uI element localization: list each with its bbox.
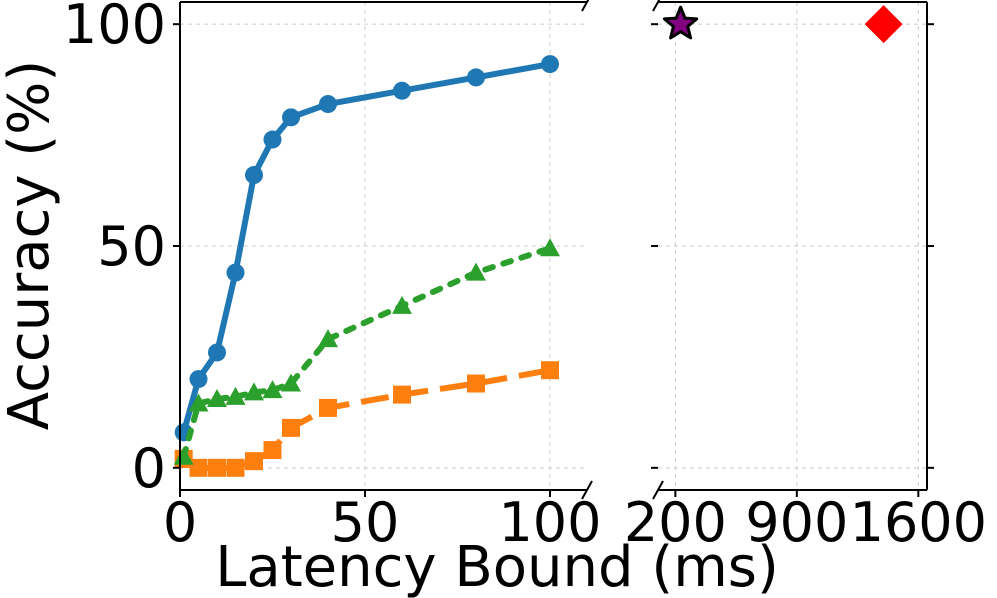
x-tick-label: 0 [163, 491, 197, 554]
y-tick-label: 0 [132, 437, 166, 500]
x-tick-label: 1600 [850, 491, 987, 554]
data-point-diamond [864, 5, 903, 44]
data-point-star [662, 5, 699, 40]
data-point-triangle [540, 238, 560, 257]
y-axis-label: Accuracy (%) [0, 60, 62, 430]
data-point-square [393, 385, 411, 404]
data-point-triangle [262, 380, 283, 399]
x-tick-label: 50 [331, 491, 400, 554]
data-point-triangle [207, 389, 227, 408]
data-point-circle [263, 130, 282, 149]
data-point-circle [393, 81, 411, 100]
axes [173, 0, 934, 500]
data-point-circle [208, 343, 226, 362]
x-tick-label: 200 [624, 491, 727, 554]
data-point-square [282, 418, 300, 437]
data-point-triangle [225, 386, 246, 405]
data-point-triangle [392, 295, 412, 314]
data-point-triangle [188, 393, 209, 412]
data-point-circle [541, 55, 559, 74]
data-point-square [263, 441, 282, 460]
y-tick-label: 50 [97, 215, 166, 278]
data-point-square [208, 458, 226, 477]
data-point-square [319, 398, 337, 417]
data-point-circle [467, 68, 485, 87]
data-point-square [541, 361, 559, 380]
y-tick-label: 100 [63, 0, 166, 56]
data-point-square [226, 458, 245, 477]
data-point-circle [319, 95, 337, 114]
data-point-circle [226, 263, 245, 282]
data-point-circle [189, 370, 208, 389]
axis-break-mark [581, 480, 593, 500]
axis-break-mark [652, 480, 664, 500]
data-point-square [467, 374, 485, 393]
series-line-square [182, 367, 551, 471]
data-point-square [245, 452, 263, 471]
data-point-triangle [466, 262, 486, 281]
tick-labels: 0 50 100 0 50 100 200 900 1600 [63, 0, 987, 554]
data-point-square [189, 458, 208, 477]
data-point-triangle [173, 446, 194, 465]
data-point-triangle [244, 382, 264, 401]
x-tick-label: 100 [498, 491, 601, 554]
axis-break-mark [652, 0, 661, 12]
data-point-triangle [281, 373, 301, 392]
data-point-triangle [318, 329, 338, 348]
series-layer [173, 5, 903, 477]
data-point-circle [282, 108, 300, 127]
x-tick-label: 900 [745, 491, 848, 554]
data-point-circle [245, 166, 263, 185]
axis-break-mark [581, 0, 590, 12]
x-axis-label: Latency Bound (ms) [215, 535, 779, 598]
